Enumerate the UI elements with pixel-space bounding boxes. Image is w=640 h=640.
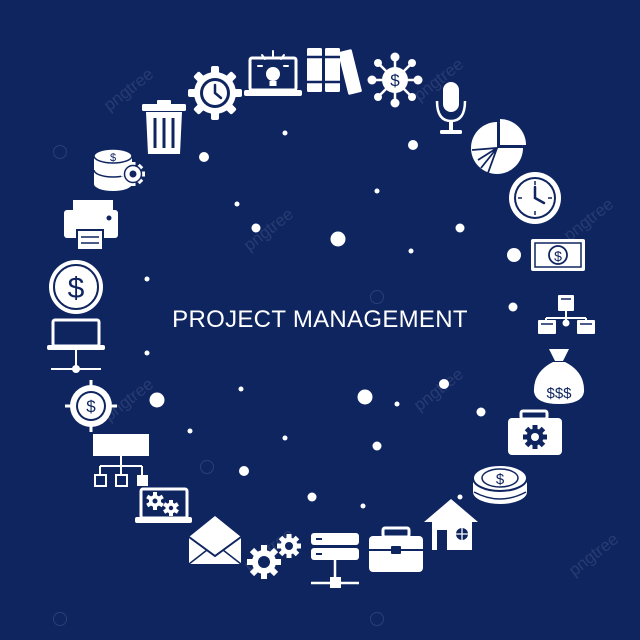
dot <box>357 389 373 405</box>
gear-clock-icon <box>188 66 242 120</box>
svg-text:$: $ <box>496 471 505 488</box>
pie-chart-icon <box>471 119 526 174</box>
page-title: PROJECT MANAGEMENT <box>172 306 468 333</box>
dot <box>282 130 288 136</box>
dot <box>307 492 317 502</box>
svg-text:$: $ <box>554 248 562 264</box>
dot <box>394 401 400 407</box>
dollar-target-icon: $ <box>65 380 117 432</box>
laptop-gears-icon <box>135 487 192 523</box>
dot <box>144 350 150 356</box>
svg-text:$: $ <box>390 71 400 90</box>
dot <box>187 428 193 434</box>
dot <box>199 152 209 162</box>
trash-bin-icon <box>142 100 186 154</box>
printer-icon <box>64 200 118 251</box>
dot <box>507 248 521 262</box>
microphone-icon <box>435 82 467 134</box>
dot <box>144 276 150 282</box>
svg-text:$: $ <box>86 397 96 416</box>
org-chart-icon <box>93 434 149 487</box>
watermark-mark <box>370 612 384 626</box>
coins-gear-icon: $ <box>93 148 145 191</box>
gears-icon <box>247 534 301 579</box>
dot <box>239 466 249 476</box>
svg-text:$: $ <box>68 272 85 305</box>
dot <box>457 494 463 500</box>
dot <box>330 231 346 247</box>
coin-stack-icon: $ <box>472 464 528 504</box>
dot <box>508 302 518 312</box>
dot <box>374 188 380 194</box>
watermark-mark <box>200 460 214 474</box>
watermark-mark <box>53 612 67 626</box>
dollar-network-icon: $ <box>367 52 423 108</box>
banknote-icon: $ <box>531 239 585 271</box>
decor-dots <box>144 130 521 509</box>
dot <box>372 441 382 451</box>
dot <box>238 386 244 392</box>
dot <box>234 201 240 207</box>
envelope-icon <box>188 516 242 565</box>
dot <box>439 379 449 389</box>
money-bag-icon: $$$ <box>533 349 585 404</box>
watermark-mark <box>370 290 384 304</box>
dot <box>149 392 165 408</box>
network-servers-icon <box>538 295 595 334</box>
briefcase-gear-icon <box>508 409 562 455</box>
watermark-mark <box>53 145 67 159</box>
dot <box>455 223 465 233</box>
dot <box>360 503 366 509</box>
server-network-icon <box>311 533 359 588</box>
laptop-lightbulb-icon <box>244 50 302 96</box>
dot <box>408 248 414 254</box>
books-icon <box>307 48 362 95</box>
dot <box>476 407 486 417</box>
briefcase-icon <box>369 526 423 572</box>
house-icon <box>424 499 478 550</box>
svg-text:$: $ <box>110 152 116 164</box>
dot <box>408 140 418 150</box>
svg-text:$$$: $$$ <box>546 385 572 402</box>
dot <box>251 223 261 233</box>
wall-clock-icon <box>509 172 561 224</box>
dot <box>282 435 288 441</box>
dollar-coin-icon: $ <box>49 260 103 314</box>
laptop-network-icon <box>47 318 105 373</box>
